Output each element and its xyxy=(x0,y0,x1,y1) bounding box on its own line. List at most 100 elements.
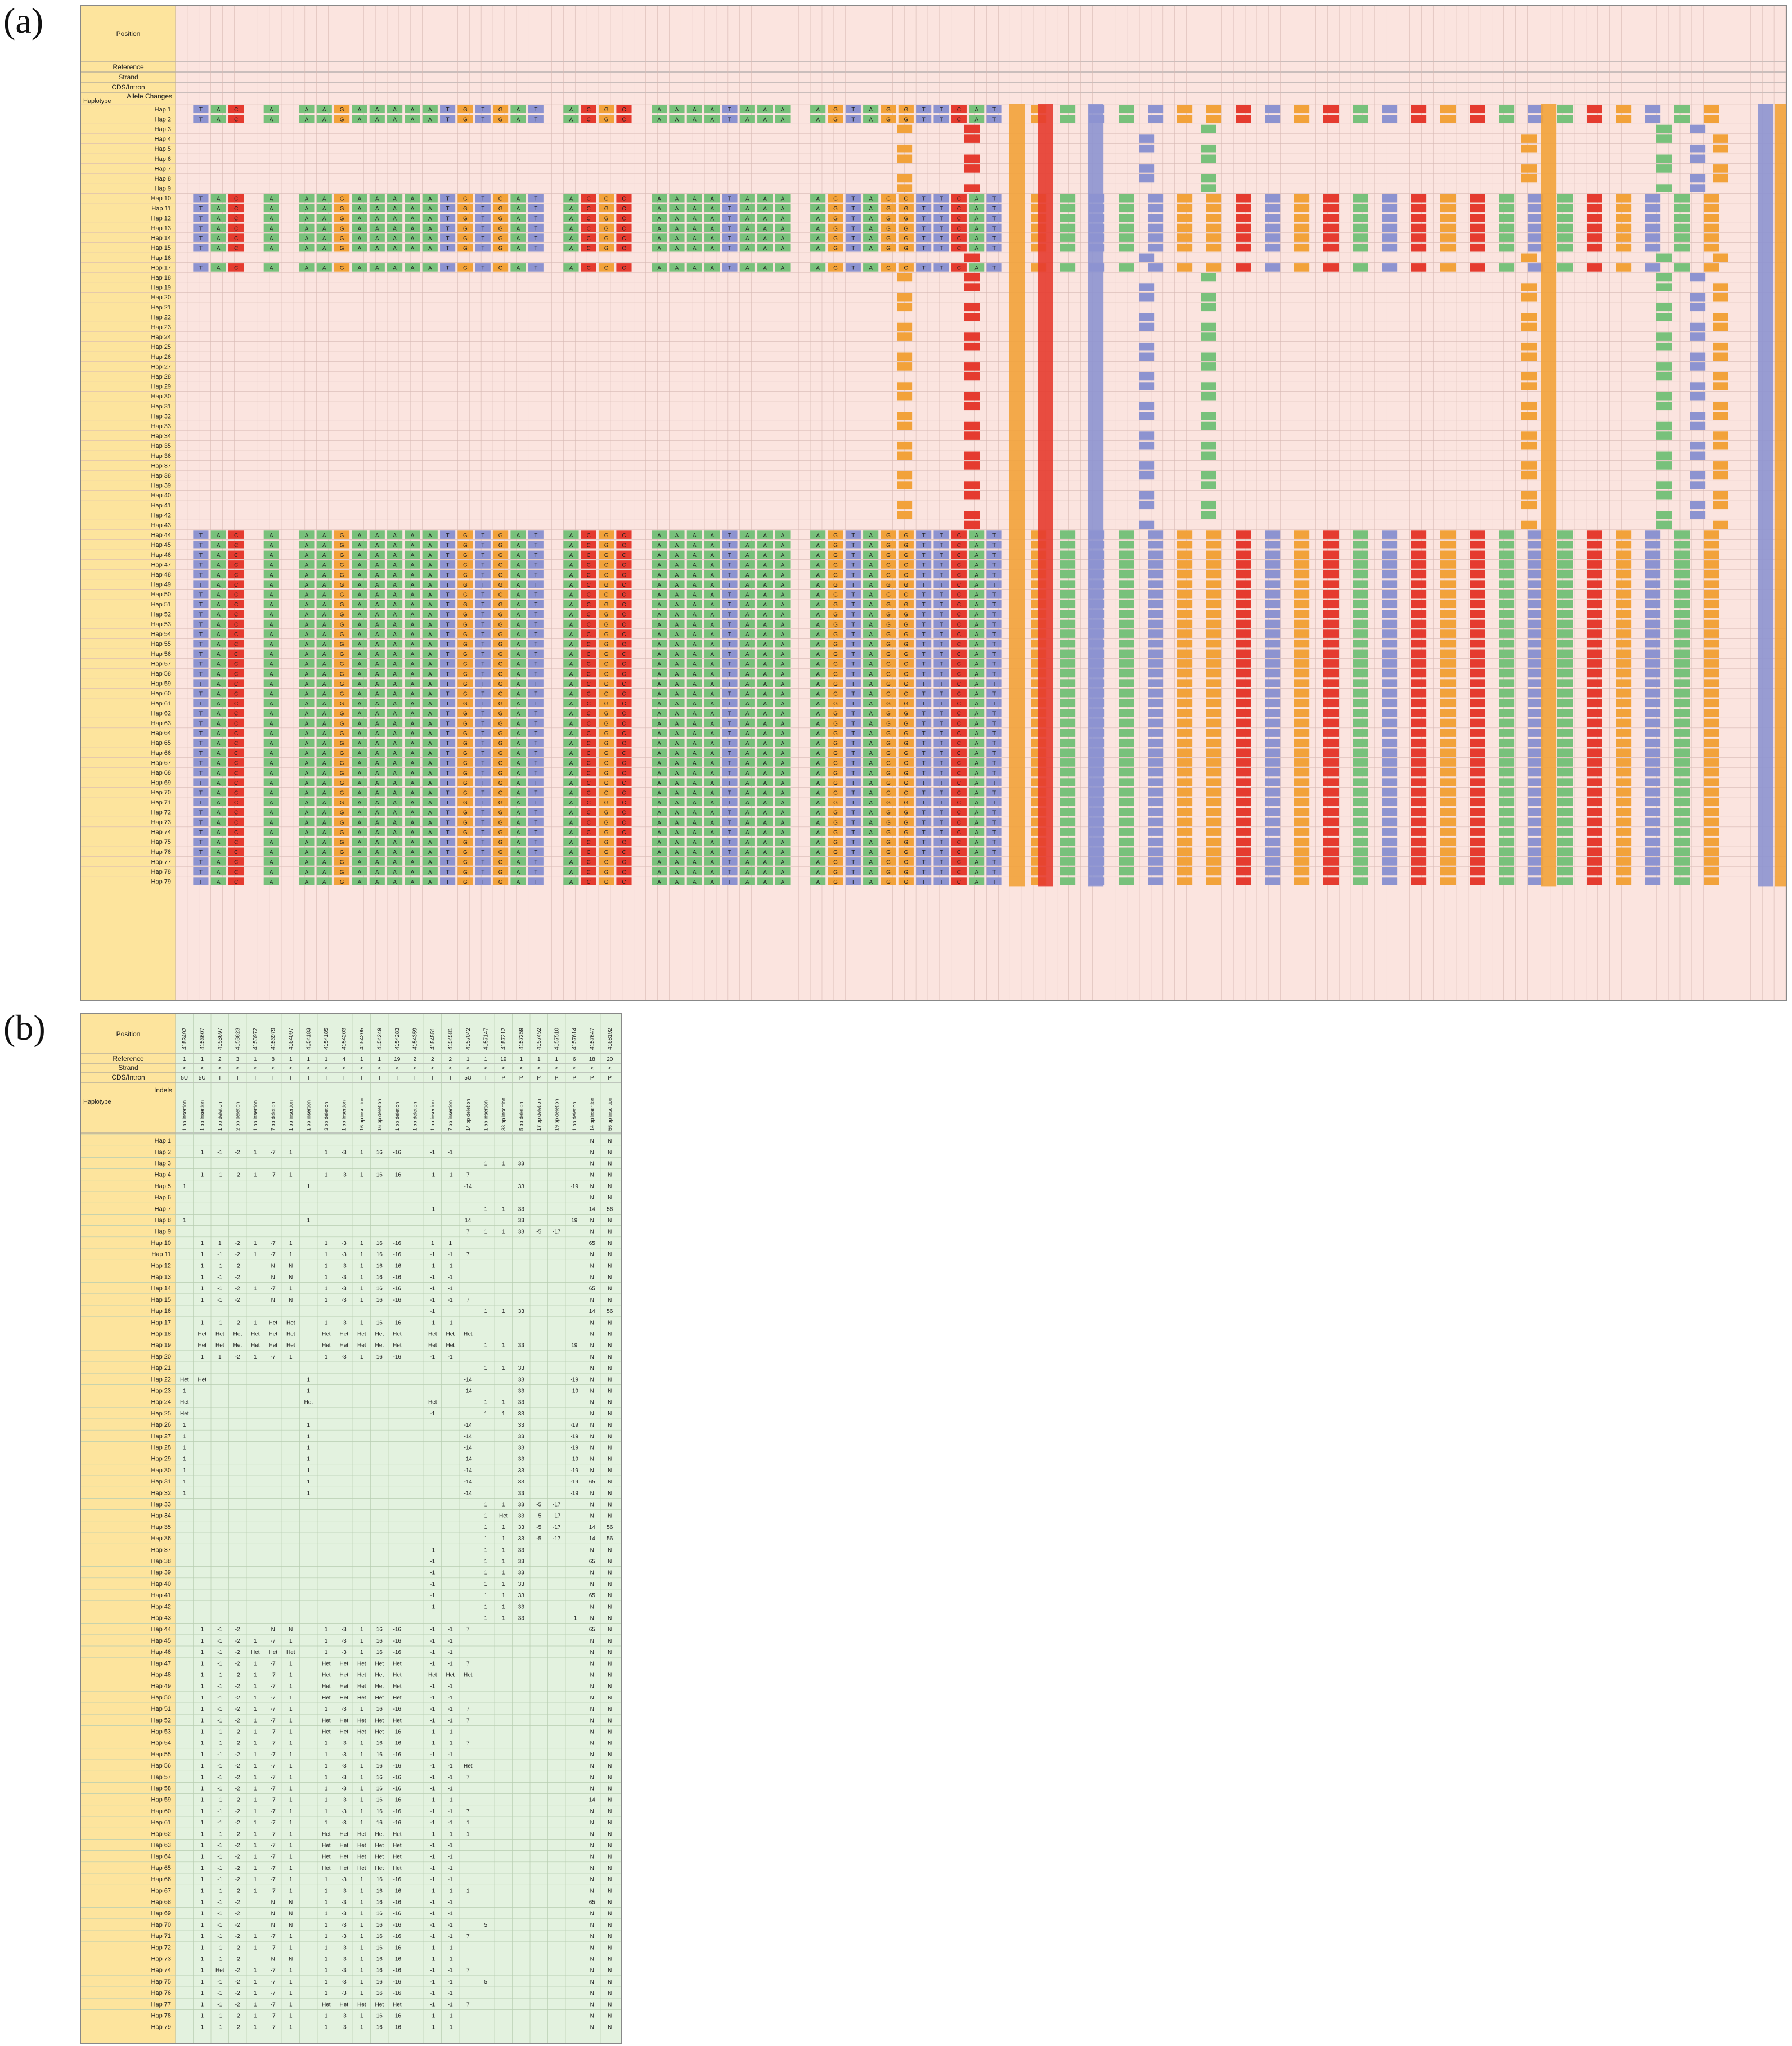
allele-cell xyxy=(686,530,702,539)
allele-cell xyxy=(352,550,367,559)
allele-cell xyxy=(1382,837,1398,846)
allele-text: C xyxy=(957,691,961,698)
allele-text: A xyxy=(816,582,820,588)
allele-cell xyxy=(669,214,685,222)
allele-changes-label: Allele Changes xyxy=(127,92,172,100)
allele-text: G xyxy=(498,582,503,588)
allele-text: T xyxy=(922,750,926,757)
allele-cell xyxy=(1139,134,1155,143)
allele-text: T xyxy=(851,196,855,203)
allele-cell xyxy=(1499,828,1515,836)
allele-cell xyxy=(1382,629,1398,638)
allele-text: C xyxy=(622,691,626,698)
allele-cell xyxy=(1265,768,1281,777)
allele-cell xyxy=(1616,847,1632,856)
allele-text: G xyxy=(904,572,908,578)
allele-cell xyxy=(1294,600,1310,609)
allele-cell xyxy=(1236,550,1251,559)
allele-text: T xyxy=(199,711,203,717)
allele-cell xyxy=(1521,342,1537,351)
allele-cell xyxy=(1440,729,1456,737)
allele-cell xyxy=(1177,619,1193,628)
allele-cell xyxy=(263,194,279,203)
allele-cell xyxy=(352,223,367,232)
allele-text: A xyxy=(305,810,309,816)
allele-text: G xyxy=(604,206,609,212)
allele-cell xyxy=(1060,233,1076,242)
allele-cell xyxy=(563,243,579,252)
allele-cell xyxy=(1265,629,1281,638)
allele-text: G xyxy=(833,563,838,569)
allele-text: C xyxy=(957,820,961,826)
allele-cell xyxy=(686,233,702,242)
allele-text: T xyxy=(922,533,926,539)
allele-cell xyxy=(1294,649,1310,658)
allele-cell xyxy=(1148,669,1164,678)
allele-cell xyxy=(1499,580,1515,588)
allele-text: T xyxy=(199,651,203,658)
allele-cell xyxy=(1206,669,1222,678)
allele-cell xyxy=(1411,758,1427,767)
allele-cell xyxy=(1265,263,1281,272)
allele-text: T xyxy=(481,701,484,707)
allele-text: T xyxy=(534,206,537,212)
allele-cell xyxy=(1236,748,1251,757)
allele-text: T xyxy=(446,761,450,767)
allele-cell xyxy=(1323,204,1339,213)
allele-cell xyxy=(228,530,244,539)
allele-cell xyxy=(1645,847,1661,856)
allele-text: T xyxy=(199,572,203,578)
allele-cell xyxy=(1236,560,1251,569)
allele-text: A xyxy=(305,800,309,806)
allele-cell xyxy=(1704,115,1719,123)
allele-cell xyxy=(1528,530,1544,539)
allele-cell xyxy=(228,223,244,232)
allele-cell xyxy=(1119,580,1134,588)
allele-cell xyxy=(1294,540,1310,549)
allele-cell xyxy=(1265,699,1281,708)
allele-cell xyxy=(863,540,879,549)
allele-text: G xyxy=(463,731,468,737)
allele-cell xyxy=(964,520,980,529)
allele-text: G xyxy=(604,691,609,698)
allele-cell xyxy=(510,580,526,588)
allele-text: C xyxy=(622,632,626,638)
allele-cell xyxy=(1674,243,1690,252)
allele-text: T xyxy=(481,543,484,549)
allele-text: A xyxy=(763,246,767,252)
allele-cell xyxy=(440,194,456,203)
allele-cell xyxy=(1704,204,1719,213)
allele-text: A xyxy=(675,731,679,737)
allele-text: A xyxy=(675,632,679,638)
allele-text: T xyxy=(534,849,537,856)
allele-cell xyxy=(1139,372,1155,381)
allele-text: T xyxy=(922,246,926,252)
allele-cell xyxy=(493,204,509,213)
allele-text: T xyxy=(199,216,203,222)
allele-text: A xyxy=(693,226,697,232)
allele-cell xyxy=(616,263,632,272)
allele-cell xyxy=(1353,718,1368,727)
allele-cell xyxy=(1201,382,1216,390)
allele-text: A xyxy=(428,216,432,222)
allele-cell xyxy=(1690,154,1706,163)
allele-cell xyxy=(1323,600,1339,609)
allele-text: A xyxy=(869,770,873,776)
allele-cell xyxy=(1470,263,1485,272)
allele-cell xyxy=(352,540,367,549)
allele-cell xyxy=(1236,105,1251,114)
haplotype-row-label: Hap 45 xyxy=(151,542,171,548)
allele-text: G xyxy=(886,107,891,113)
allele-text: T xyxy=(199,741,203,747)
allele-text: A xyxy=(974,533,978,539)
allele-cell xyxy=(1704,718,1719,727)
allele-text: G xyxy=(833,543,838,549)
allele-text: A xyxy=(781,840,785,846)
allele-cell xyxy=(1690,471,1706,480)
allele-text: A xyxy=(745,543,749,549)
allele-text: C xyxy=(957,582,961,588)
allele-text: G xyxy=(833,780,838,786)
allele-cell xyxy=(1236,808,1251,816)
allele-text: A xyxy=(411,731,415,737)
allele-text: A xyxy=(358,266,362,272)
